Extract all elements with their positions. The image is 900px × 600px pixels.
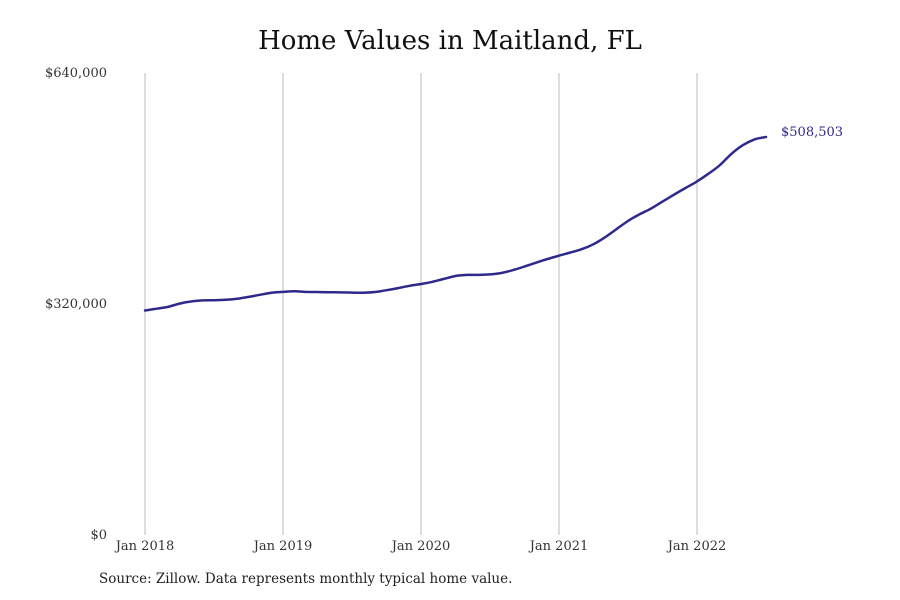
y-tick-label: $640,000 (45, 66, 107, 81)
y-tick-label: $0 (90, 528, 107, 543)
x-tick-label: Jan 2022 (666, 539, 727, 554)
y-axis-tick-labels: $0 $320,000 $640,000 (45, 66, 107, 543)
chart-title: Home Values in Maitland, FL (258, 26, 642, 56)
x-tick-label: Jan 2018 (114, 539, 175, 554)
home-value-series-line (143, 135, 768, 312)
source-note: Source: Zillow. Data represents monthly … (99, 571, 513, 587)
x-axis-tick-labels: Jan 2018 Jan 2019 Jan 2020 Jan 2021 Jan 2022 (114, 539, 727, 554)
x-tick-label: Jan 2021 (528, 539, 589, 554)
end-label-layer: $508,503 (781, 125, 843, 140)
last-value-label: $508,503 (781, 125, 843, 140)
x-tick-label: Jan 2019 (252, 539, 313, 554)
series-layer (143, 135, 768, 312)
y-tick-label: $320,000 (45, 297, 107, 312)
x-tick-label: Jan 2020 (390, 539, 451, 554)
grid-lines (144, 73, 698, 535)
